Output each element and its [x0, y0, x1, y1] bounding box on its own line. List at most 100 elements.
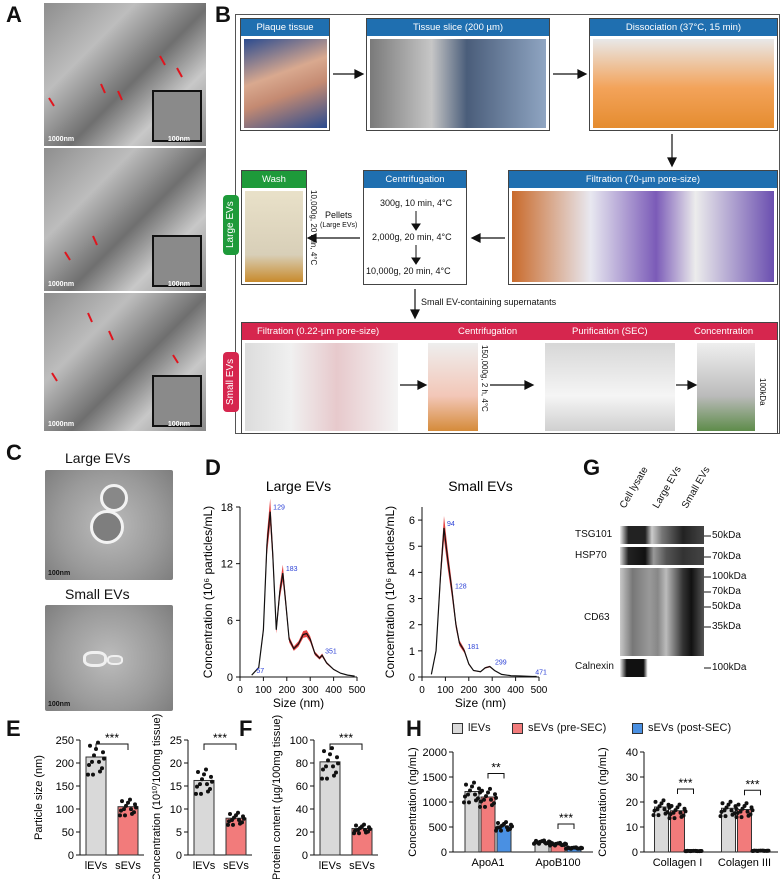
y-tick-label: 200 [56, 758, 74, 770]
data-point [761, 848, 766, 853]
y-tick-label: 0 [68, 850, 74, 862]
y-tick-label: 1 [409, 646, 415, 658]
step-plaque-title: Plaque tissue [241, 19, 329, 36]
em-image-2: 1000nm 100nm [44, 148, 206, 291]
data-point [87, 763, 91, 768]
data-point [194, 791, 198, 796]
data-point [202, 772, 206, 777]
y-tick-label: 100 [56, 804, 74, 816]
data-point [565, 846, 569, 851]
data-point [484, 794, 488, 799]
data-point [669, 804, 674, 809]
x-tick-label: 0 [419, 685, 425, 696]
peak-label: 181 [467, 644, 479, 651]
y-tick-label: 0 [302, 850, 308, 862]
data-point [363, 827, 367, 832]
wash-condition: 10,000g, 20 min, 4°C [309, 190, 318, 266]
data-point [480, 788, 484, 793]
data-point [198, 782, 202, 787]
data-point [533, 840, 537, 845]
blot-band-cd63 [620, 568, 704, 656]
y-tick-label: 2000 [423, 747, 447, 759]
c-small-title: Small EVs [65, 586, 130, 602]
x-tick-label: ApoB100 [535, 857, 580, 869]
data-point [86, 772, 90, 777]
scale-bar-main: 1000nm [48, 421, 75, 428]
centrif-arrows [411, 211, 421, 265]
data-point [677, 802, 682, 807]
y-tick-label: 2 [409, 620, 415, 632]
legend-label-levs: lEVs [468, 722, 491, 734]
x-tick-label: 100 [255, 685, 272, 696]
centrif-step-2: 2,000g, 20 min, 4°C [372, 232, 452, 242]
x-tick-label: 100 [437, 685, 454, 696]
x-tick-label: 300 [484, 685, 501, 696]
data-point [718, 814, 723, 819]
chart-title: Large EVs [266, 478, 331, 494]
x-tick-label: lEVs [193, 860, 216, 872]
data-point [543, 840, 547, 845]
data-point [468, 788, 472, 793]
data-point [744, 801, 749, 806]
protein-tsg101: TSG101 [575, 529, 613, 540]
data-point [462, 800, 466, 805]
dissoc-photo [593, 39, 774, 128]
x-axis-label: Size (nm) [273, 696, 324, 710]
data-point [483, 804, 487, 809]
data-point [694, 849, 699, 854]
data-point [575, 846, 579, 851]
data-point [97, 759, 101, 764]
bar [85, 756, 107, 856]
data-point [335, 755, 339, 760]
step-filt70-title: Filtration (70-µm pore-size) [509, 171, 777, 188]
data-point [728, 799, 733, 804]
filt70-photo [512, 191, 774, 282]
em-inset-1 [152, 90, 202, 142]
sec-title: Purification (SEC) [572, 326, 648, 337]
data-point [101, 750, 105, 755]
data-point [765, 848, 770, 853]
data-point [735, 810, 740, 815]
data-point [241, 814, 245, 819]
data-point [494, 795, 498, 800]
mean-line [430, 527, 537, 678]
data-point [509, 822, 513, 827]
y-tick-label: 20 [626, 797, 638, 809]
vesicle-small-2 [107, 655, 123, 665]
data-point [331, 764, 335, 769]
scale-bar-inset: 100nm [167, 281, 190, 288]
y-tick-label: 1500 [423, 772, 447, 784]
data-point [195, 784, 199, 789]
data-point [132, 810, 136, 815]
data-point [322, 749, 326, 754]
significance-label: ** [491, 761, 501, 775]
data-point [698, 848, 703, 853]
bar [117, 806, 139, 856]
y-tick-label: 40 [296, 804, 308, 816]
bar [193, 779, 215, 856]
data-point [738, 809, 743, 814]
y-axis-label: Particle size (nm) [33, 755, 45, 840]
data-point [477, 786, 481, 791]
y-tick-label: 100 [290, 735, 308, 747]
marker-50kda: 50kDa [712, 530, 741, 541]
data-point [749, 805, 754, 810]
significance-bracket [329, 743, 363, 750]
data-point [719, 809, 724, 814]
y-tick-label: 0 [441, 847, 447, 859]
x-axis-label: Size (nm) [455, 696, 506, 710]
step-tissue-slice: Tissue slice (200 µm) [366, 18, 550, 131]
significance-bracket [744, 789, 761, 796]
data-point [733, 804, 738, 809]
data-point [479, 799, 483, 804]
data-point [210, 779, 214, 784]
data-point [325, 776, 329, 781]
data-point [549, 842, 553, 847]
data-point [126, 800, 130, 805]
panel-label-b: B [215, 2, 231, 27]
y-tick-label: 20 [170, 758, 182, 770]
step-centrifugation: Centrifugation 300g, 10 min, 4°C 2,000g,… [363, 170, 467, 285]
blot-band-hsp70 [620, 547, 704, 565]
bar [721, 807, 736, 853]
small-ev-row: Filtration (0.22-µm pore-size) Centrifug… [241, 322, 778, 434]
